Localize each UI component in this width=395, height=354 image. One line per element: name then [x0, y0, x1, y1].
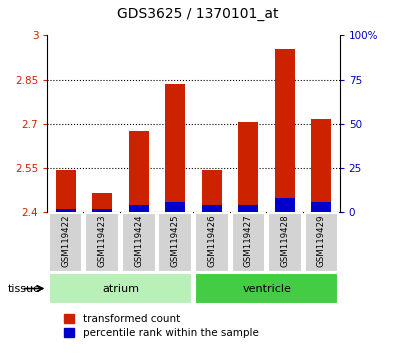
Bar — [195, 273, 338, 304]
Bar — [305, 213, 338, 272]
Bar — [275, 48, 295, 212]
Text: ventricle: ventricle — [242, 284, 291, 293]
Bar — [231, 213, 265, 272]
Text: GSM119424: GSM119424 — [134, 214, 143, 267]
Text: GSM119428: GSM119428 — [280, 214, 290, 267]
Bar — [92, 209, 112, 212]
Bar — [49, 213, 83, 272]
Bar — [311, 120, 331, 212]
Bar — [56, 170, 76, 212]
Bar — [165, 84, 185, 212]
Bar — [122, 213, 156, 272]
Text: atrium: atrium — [102, 284, 139, 293]
Bar — [202, 205, 222, 212]
Bar — [92, 193, 112, 212]
Text: GSM119429: GSM119429 — [317, 214, 326, 267]
Text: GSM119423: GSM119423 — [98, 214, 107, 267]
Bar — [49, 273, 192, 304]
Bar — [311, 202, 331, 212]
Text: tissue: tissue — [8, 284, 41, 293]
Bar — [85, 213, 119, 272]
Bar — [275, 198, 295, 212]
Text: GSM119422: GSM119422 — [61, 214, 70, 267]
Legend: transformed count, percentile rank within the sample: transformed count, percentile rank withi… — [60, 310, 263, 342]
Bar — [56, 209, 76, 212]
Text: GSM119426: GSM119426 — [207, 214, 216, 267]
Bar — [268, 213, 302, 272]
Text: GDS3625 / 1370101_at: GDS3625 / 1370101_at — [117, 7, 278, 21]
Bar — [238, 205, 258, 212]
Text: GSM119425: GSM119425 — [171, 214, 180, 267]
Bar — [202, 170, 222, 212]
Bar — [165, 202, 185, 212]
Bar — [129, 131, 149, 212]
Bar — [195, 213, 229, 272]
Bar — [129, 205, 149, 212]
Bar — [238, 122, 258, 212]
Bar — [158, 213, 192, 272]
Text: GSM119427: GSM119427 — [244, 214, 253, 267]
